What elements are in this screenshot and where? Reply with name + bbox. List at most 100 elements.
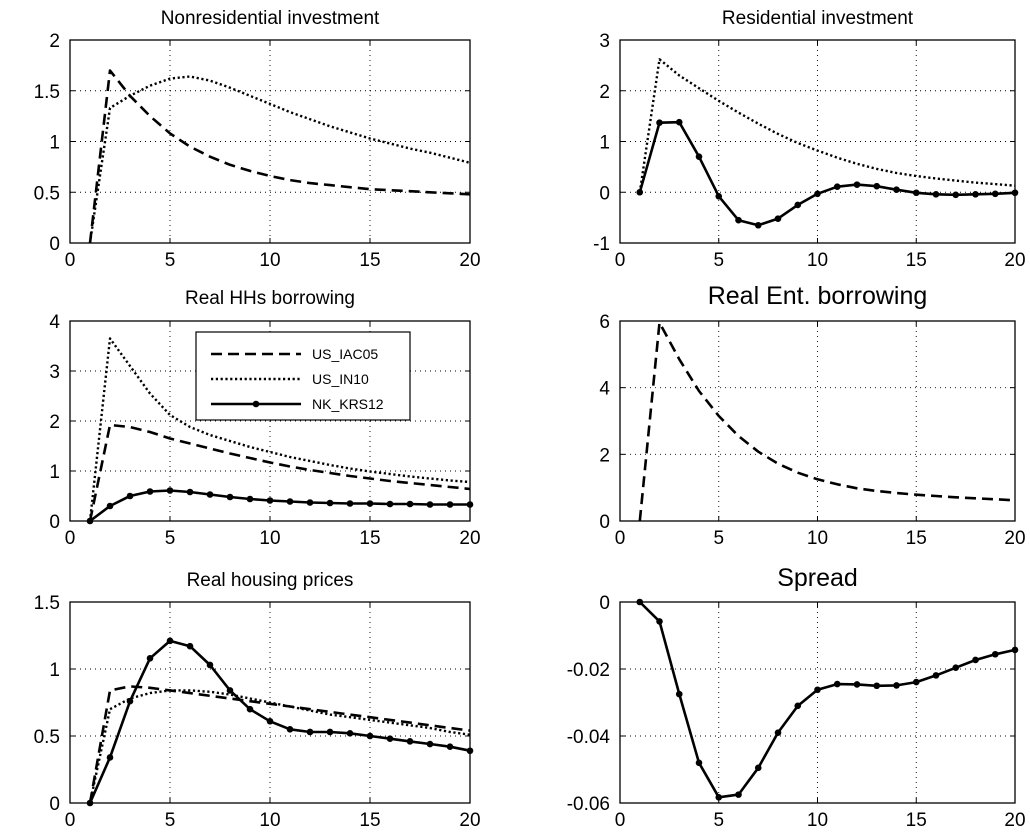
data-point-nk-krs12 <box>814 686 821 694</box>
data-point-nk-krs12 <box>226 493 234 501</box>
data-point-nk-krs12 <box>833 680 841 688</box>
data-point-nk-krs12 <box>636 598 644 606</box>
y-tick-label: 4 <box>599 379 610 400</box>
x-tick-label: 0 <box>65 810 76 831</box>
data-point-nk-krs12 <box>912 678 920 686</box>
series-line-us-iac05 <box>88 423 471 522</box>
panel-title: Nonresidential investment <box>161 8 380 29</box>
series-line-nk-krs12 <box>88 639 471 804</box>
data-point-nk-krs12 <box>386 500 394 508</box>
data-point-nk-krs12 <box>774 729 782 736</box>
legend-label-us-in10: US_IN10 <box>312 371 369 387</box>
x-tick-label: 0 <box>65 528 76 549</box>
legend-label-nk-krs12: NK_KRS12 <box>312 396 384 412</box>
y-tick-label: 0.5 <box>34 183 60 204</box>
panel-title: Spread <box>777 564 858 592</box>
data-point-nk-krs12 <box>754 764 762 772</box>
x-tick-label: 15 <box>906 250 927 271</box>
y-tick-label: 3 <box>49 362 60 383</box>
y-tick-label: 0 <box>49 512 60 533</box>
data-point-nk-krs12 <box>853 681 861 688</box>
panel-real-housing-prices: 0 5 10 15 20 0 0.5 1 1.5 Real housing prices <box>34 570 481 831</box>
data-point-nk-krs12 <box>366 732 374 740</box>
data-point-nk-krs12 <box>346 730 354 737</box>
x-tick-label: 20 <box>459 810 480 831</box>
x-tick-label: 5 <box>165 250 176 271</box>
y-tick-label: 2 <box>49 31 60 52</box>
data-point-nk-krs12 <box>106 754 114 761</box>
data-point-nk-krs12 <box>912 189 920 197</box>
y-tick-label: 2 <box>599 445 610 466</box>
data-point-nk-krs12 <box>126 697 134 705</box>
data-point-nk-krs12 <box>754 221 762 229</box>
series-line-us-iac05 <box>88 69 471 244</box>
y-tick-label: -0.02 <box>567 660 610 681</box>
y-tick-label: 1 <box>599 133 610 154</box>
x-tick-label: 15 <box>359 810 380 831</box>
y-tick-label: -1 <box>593 234 610 255</box>
data-point-nk-krs12 <box>991 650 999 658</box>
data-point-nk-krs12 <box>853 181 861 188</box>
data-point-nk-krs12 <box>636 188 644 196</box>
data-point-nk-krs12 <box>873 182 881 190</box>
data-point-nk-krs12 <box>266 497 274 504</box>
data-point-nk-krs12 <box>991 190 999 198</box>
data-point-nk-krs12 <box>675 118 683 126</box>
data-point-nk-krs12 <box>166 487 174 494</box>
x-tick-label: 10 <box>807 250 828 271</box>
data-point-nk-krs12 <box>814 190 821 198</box>
legend-box <box>195 331 411 421</box>
series-line-us-in10 <box>88 337 471 522</box>
data-point-nk-krs12 <box>446 501 454 508</box>
data-point-nk-krs12 <box>675 690 683 698</box>
x-tick-label: 20 <box>459 250 480 271</box>
data-point-nk-krs12 <box>893 186 900 194</box>
y-tick-label: 1 <box>49 462 60 483</box>
x-tick-label: 20 <box>1004 250 1025 271</box>
y-tick-label: 0 <box>599 593 610 614</box>
series-line-us-iac05 <box>638 321 1016 522</box>
x-tick-label: 5 <box>713 250 724 271</box>
data-point-nk-krs12 <box>86 517 94 525</box>
x-tick-label: 15 <box>359 528 380 549</box>
x-tick-label: 15 <box>906 528 927 549</box>
data-point-nk-krs12 <box>306 499 314 506</box>
data-point-nk-krs12 <box>406 738 414 745</box>
y-tick-label: 1.5 <box>34 82 60 103</box>
x-tick-label: 5 <box>165 528 176 549</box>
x-tick-label: 10 <box>259 250 280 271</box>
data-point-nk-krs12 <box>246 705 254 713</box>
data-point-nk-krs12 <box>932 672 940 679</box>
data-point-nk-krs12 <box>735 791 742 798</box>
data-point-nk-krs12 <box>695 759 703 767</box>
data-point-nk-krs12 <box>833 183 841 190</box>
data-point-nk-krs12 <box>246 495 254 503</box>
data-point-nk-krs12 <box>715 193 723 200</box>
panel-nonresidential-investment: 0 5 10 15 20 0 0.5 1 1.5 2 Nonresidential investme… <box>34 8 481 271</box>
panel-real-hhs-borrowing: 0 5 10 15 20 0 1 2 3 4 Real HHs borrowing <box>49 288 480 549</box>
legend-label-us-iac05: US_IAC05 <box>312 346 378 362</box>
y-tick-label: 4 <box>49 312 60 333</box>
x-tick-label: 20 <box>1004 810 1025 831</box>
y-tick-label: 3 <box>599 31 610 52</box>
y-tick-label: 1 <box>49 660 60 681</box>
panel-title: Real HHs borrowing <box>185 288 355 309</box>
x-tick-label: 5 <box>713 528 724 549</box>
data-point-nk-krs12 <box>366 500 374 507</box>
panel-real-ent-borrowing: 0 5 10 15 20 0 2 4 6 Real Ent. borrowing <box>599 282 1025 549</box>
x-tick-label: 10 <box>807 810 828 831</box>
data-point-nk-krs12 <box>166 637 174 645</box>
data-point-nk-krs12 <box>1011 189 1019 197</box>
legend: US_IAC05 US_IN10 NK_KRS12 <box>195 331 411 421</box>
y-tick-label: 0.5 <box>34 727 60 748</box>
data-point-nk-krs12 <box>146 488 154 495</box>
series-line-us-in10 <box>88 689 471 804</box>
y-tick-label: 6 <box>599 312 610 333</box>
data-point-nk-krs12 <box>186 642 194 650</box>
x-tick-label: 5 <box>713 810 724 831</box>
data-point-nk-krs12 <box>386 735 394 742</box>
data-point-nk-krs12 <box>306 728 314 736</box>
series-line-nk-krs12 <box>638 120 1016 227</box>
data-point-nk-krs12 <box>952 191 960 199</box>
panel-title: Real housing prices <box>187 570 354 591</box>
